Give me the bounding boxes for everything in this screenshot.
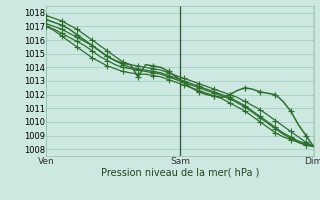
X-axis label: Pression niveau de la mer( hPa ): Pression niveau de la mer( hPa ) [101, 168, 259, 178]
